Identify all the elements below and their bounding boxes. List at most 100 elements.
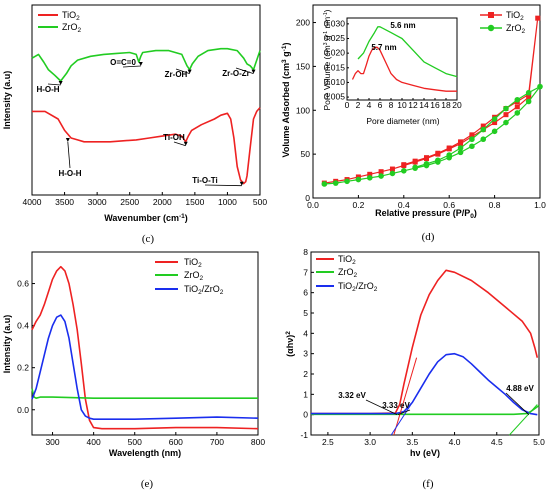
panel-d-point-tio2-31 — [401, 162, 407, 168]
panel-d-point-tio2-5 — [378, 169, 384, 175]
panel-e-ytick-label-0-2: 0.2 — [17, 363, 29, 373]
panel-e-series-tio2-zro2 — [31, 314, 259, 420]
panel-e-xtick-label-400: 400 — [87, 437, 101, 447]
panel-d-point-zro2-17 — [514, 110, 521, 116]
panel-d-xtick-label-0-8: 0.8 — [489, 200, 501, 210]
panel-c-series-zro2 — [31, 47, 261, 82]
panel-d-point-zro2-19 — [537, 83, 543, 90]
inset-xlabel: Pore diameter (nm) — [366, 116, 439, 126]
panel-f-series-tio2 — [311, 269, 539, 415]
panel-c-xtick-label-4000: 4000 — [23, 197, 42, 207]
panel-c-annotation-ti-oh-5: Ti-OH — [163, 133, 185, 142]
panel-c-xtick-label-500: 500 — [253, 197, 267, 207]
panel-d-plot-frame — [312, 4, 541, 199]
panel-d-point-zro2-21 — [514, 96, 521, 103]
panel-d-xlabel: Relative pressure (P/P0) — [375, 208, 477, 220]
panel-f-ann-arrow-2 — [505, 392, 530, 415]
panel-d-point-zro2-18 — [525, 98, 532, 105]
panel-c-ann-1-arrowhead — [138, 62, 143, 66]
panel-d-point-zro2-1 — [332, 180, 339, 186]
inset-xtick-label-12: 12 — [408, 100, 418, 110]
panel-e-series-zro2 — [31, 388, 258, 399]
panel-e-xtick-label-600: 600 — [169, 437, 183, 447]
inset-ytick-label-0-030: 0.030 — [324, 18, 346, 28]
panel-d-point-tio2-4 — [367, 171, 373, 177]
panel-f-xlabel: hν (eV) — [410, 448, 440, 458]
panel-c-xtick-label-1000: 1000 — [218, 197, 237, 207]
legend-label-tio2-zro2: TiO2/ZrO2 — [338, 281, 378, 293]
panel-d-point-zro2-6 — [389, 170, 396, 177]
legend-label-zro2: ZrO2 — [62, 22, 82, 34]
panel-d-ylabel: Volume Adsorbed (cm3 g-1) — [281, 43, 291, 158]
panel-c-annotation-ti-o-ti-6: Ti-O-Ti — [192, 176, 217, 185]
legend-label-zro2: ZrO2 — [338, 267, 358, 279]
panel-e-ylabel: Intensity (a.u) — [2, 315, 12, 374]
panel-f-xtick-label-2-5: 2.5 — [322, 437, 334, 447]
panel-e-plot-frame — [31, 251, 259, 436]
panel-c-ann-4-arrowhead — [65, 138, 70, 142]
panel-f-plot-frame — [310, 251, 540, 436]
panel-f-series-tio2-zro2 — [311, 352, 538, 416]
panel-d-point-zro2-7 — [401, 168, 407, 174]
panel-d-point-zro2-27 — [446, 152, 453, 158]
panel-d-legend: TiO2 ZrO2 — [480, 10, 526, 35]
panel-f-ytick-label-5: 5 — [303, 308, 308, 318]
panel-d-ytick-label-0: 0 — [305, 193, 310, 203]
panel-d-point-zro2-29 — [423, 160, 430, 167]
panel-c-xlabel: Wavenumber (cm-1) — [104, 213, 187, 223]
panel-c-label: (c) — [142, 233, 155, 245]
panel-f-ytick-label-1: 1 — [303, 389, 308, 399]
panel-f-annotations: 3.32 eV 3.33 eV 4.88 eV — [338, 384, 534, 416]
panel-c-legend: TiO2 ZrO2 — [38, 10, 82, 34]
panel-e-ytick-label-0-4: 0.4 — [17, 321, 29, 331]
panel-e-ytick-label-0-6: 0.6 — [17, 279, 29, 289]
panel-f-ytick-label-2: 2 — [303, 369, 308, 379]
panel-c-ann-2-arrow — [175, 68, 190, 74]
panel-e-label: (e) — [141, 478, 154, 490]
panel-d-xtick-label-0-2: 0.2 — [352, 200, 364, 210]
panel-f-ytick-label-7: 7 — [303, 267, 308, 277]
panel-d-point-tio2-18 — [526, 94, 532, 100]
panel-d-point-zro2-5 — [378, 173, 384, 179]
panel-d-point-zro2-20 — [525, 89, 532, 96]
panel-f-annotation-3-32-ev: 3.32 eV — [338, 391, 366, 400]
panel-c-annotation-zr-oh-2: Zr-OH — [165, 70, 188, 79]
panel-d-point-zro2-26 — [457, 145, 464, 151]
panel-d-point-zro2-14 — [480, 136, 487, 143]
legend-label-tio2-zro2: TiO2/ZrO2 — [184, 284, 224, 296]
panel-c-ftir: 4000 3500 3000 2500 2000 1500 1000 500 TiO2 ZrO… — [2, 4, 267, 245]
panel-f-tangent-zro2 — [509, 404, 538, 436]
inset-xtick-label-14: 14 — [419, 100, 429, 110]
panel-c-xtick-label-1500: 1500 — [185, 197, 204, 207]
panel-f-xtick-label-3-5: 3.5 — [406, 437, 418, 447]
panel-c-ylabel: Intensity (a.u) — [2, 71, 12, 130]
panel-d-ytick-label-150: 150 — [296, 61, 310, 71]
panel-f-ytick-label-0: 0 — [303, 410, 308, 420]
inset-xtick-label-0: 0 — [345, 100, 350, 110]
panel-c-ann-3-arrow — [235, 67, 254, 74]
inset-xtick-label-20: 20 — [452, 100, 462, 110]
legend-label-zro2: ZrO2 — [506, 23, 526, 35]
panel-f-xtick-label-4-5: 4.5 — [491, 437, 503, 447]
inset-annotation-5-6-nm: 5.6 nm — [390, 21, 415, 30]
panel-f-legend: TiO2 ZrO2 TiO2/ZrO2 — [316, 254, 378, 293]
panel-c-series-tio2 — [32, 107, 261, 185]
panel-c-annotations: H-O-H O=C=0 Zr-OH Zr-O-Zr H-O-H Ti-OH Ti-O-Ti — [36, 58, 256, 187]
panel-c-ann-6-arrow — [204, 184, 242, 187]
panel-c-plot-frame — [31, 4, 261, 196]
legend-label-tio2: TiO2 — [338, 254, 356, 266]
inset-annotation-5-7-nm: 5.7 nm — [371, 43, 396, 52]
legend-marker-zro2 — [487, 24, 495, 32]
panel-d-point-zro2-16 — [503, 119, 509, 126]
inset-xtick-label-4: 4 — [367, 100, 372, 110]
panel-d-point-tio2-29 — [424, 155, 429, 161]
inset-ytick-label-0-010: 0.010 — [324, 77, 346, 87]
panel-d-ytick-label-200: 200 — [296, 18, 310, 28]
inset-ytick-label-0-020: 0.020 — [324, 48, 346, 58]
panel-e-xlabel: Wavelength (nm) — [109, 448, 181, 458]
panel-e-uvvis: 300 400 500 600 700 800 0.0 0.2 0.4 0.6 TiO2 ZrO2… — [2, 251, 265, 490]
panel-d-point-tio2-27 — [446, 145, 452, 151]
panel-f-ytick-label-1: -1 — [300, 430, 308, 440]
